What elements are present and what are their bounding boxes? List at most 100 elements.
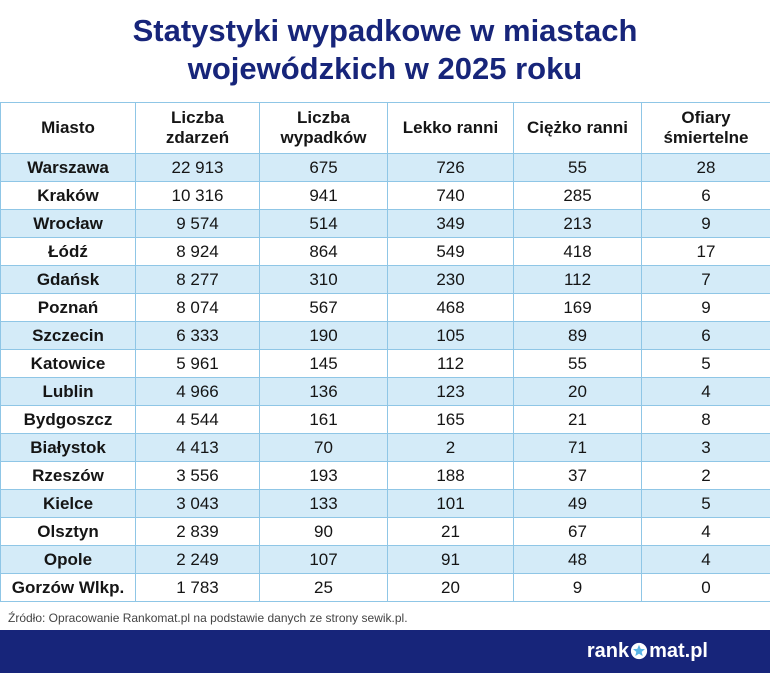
table-row: Wrocław 9 574 514 349 213 9 bbox=[0, 209, 770, 238]
table-row: Kraków 10 316 941 740 285 6 bbox=[0, 181, 770, 210]
cell-events: 4 966 bbox=[135, 377, 260, 406]
table-row: Katowice 5 961 145 112 55 5 bbox=[0, 349, 770, 378]
cell-accidents: 190 bbox=[259, 321, 388, 350]
header-accidents: Liczba wypadków bbox=[259, 102, 388, 154]
cell-serious-injured: 55 bbox=[513, 153, 642, 182]
cell-light-injured: 468 bbox=[387, 293, 514, 322]
cell-serious-injured: 285 bbox=[513, 181, 642, 210]
cell-serious-injured: 20 bbox=[513, 377, 642, 406]
cell-accidents: 107 bbox=[259, 545, 388, 574]
cell-fatalities: 4 bbox=[641, 545, 770, 574]
cell-fatalities: 6 bbox=[641, 321, 770, 350]
cell-light-injured: 188 bbox=[387, 461, 514, 490]
star-icon bbox=[630, 642, 648, 660]
header-fatalities: Ofiary śmiertelne bbox=[641, 102, 770, 154]
cell-light-injured: 740 bbox=[387, 181, 514, 210]
title-line-1: Statystyki wypadkowe w miastach bbox=[132, 13, 638, 48]
cell-light-injured: 230 bbox=[387, 265, 514, 294]
cell-city: Gdańsk bbox=[0, 265, 136, 294]
cell-events: 9 574 bbox=[135, 209, 260, 238]
cell-light-injured: 726 bbox=[387, 153, 514, 182]
header-events: Liczba zdarzeń bbox=[135, 102, 260, 154]
cell-events: 8 924 bbox=[135, 237, 260, 266]
cell-city: Katowice bbox=[0, 349, 136, 378]
cell-serious-injured: 169 bbox=[513, 293, 642, 322]
table-row: Bydgoszcz 4 544 161 165 21 8 bbox=[0, 405, 770, 434]
cell-serious-injured: 49 bbox=[513, 489, 642, 518]
cell-light-injured: 165 bbox=[387, 405, 514, 434]
rankomat-logo: rank mat.pl bbox=[587, 638, 708, 664]
cell-city: Lublin bbox=[0, 377, 136, 406]
cell-city: Wrocław bbox=[0, 209, 136, 238]
accident-stats-table: Miasto Liczba zdarzeń Liczba wypadków Lekko r… bbox=[0, 102, 770, 602]
cell-fatalities: 5 bbox=[641, 489, 770, 518]
cell-serious-injured: 418 bbox=[513, 237, 642, 266]
cell-light-injured: 349 bbox=[387, 209, 514, 238]
cell-accidents: 941 bbox=[259, 181, 388, 210]
table-row: Poznań 8 074 567 468 169 9 bbox=[0, 293, 770, 322]
header-serious-injured-line-1: Ciężko ranni bbox=[526, 118, 629, 137]
cell-city: Olsztyn bbox=[0, 517, 136, 546]
cell-accidents: 70 bbox=[259, 433, 388, 462]
cell-serious-injured: 9 bbox=[513, 573, 642, 602]
cell-serious-injured: 213 bbox=[513, 209, 642, 238]
cell-accidents: 193 bbox=[259, 461, 388, 490]
table-header: Miasto Liczba zdarzeń Liczba wypadków Lekko r… bbox=[0, 102, 770, 154]
cell-light-injured: 112 bbox=[387, 349, 514, 378]
footer-bar: rank mat.pl bbox=[0, 630, 770, 673]
source-note: Źródło: Opracowanie Rankomat.pl na podst… bbox=[8, 611, 408, 625]
cell-accidents: 310 bbox=[259, 265, 388, 294]
cell-city: Łódź bbox=[0, 237, 136, 266]
cell-fatalities: 4 bbox=[641, 377, 770, 406]
cell-events: 1 783 bbox=[135, 573, 260, 602]
cell-city: Białystok bbox=[0, 433, 136, 462]
logo-text-right: mat.pl bbox=[649, 640, 708, 662]
cell-light-injured: 91 bbox=[387, 545, 514, 574]
cell-serious-injured: 112 bbox=[513, 265, 642, 294]
table-row: Opole 2 249 107 91 48 4 bbox=[0, 545, 770, 574]
cell-accidents: 567 bbox=[259, 293, 388, 322]
table-body: Warszawa 22 913 675 726 55 28 Kraków 10 316 941 7… bbox=[0, 153, 770, 602]
table-row: Łódź 8 924 864 549 418 17 bbox=[0, 237, 770, 266]
cell-light-injured: 2 bbox=[387, 433, 514, 462]
cell-city: Poznań bbox=[0, 293, 136, 322]
cell-events: 3 556 bbox=[135, 461, 260, 490]
cell-accidents: 133 bbox=[259, 489, 388, 518]
header-serious-injured: Ciężko ranni bbox=[513, 102, 642, 154]
cell-events: 4 413 bbox=[135, 433, 260, 462]
cell-events: 2 249 bbox=[135, 545, 260, 574]
cell-city: Bydgoszcz bbox=[0, 405, 136, 434]
cell-light-injured: 101 bbox=[387, 489, 514, 518]
cell-fatalities: 9 bbox=[641, 209, 770, 238]
cell-accidents: 675 bbox=[259, 153, 388, 182]
cell-serious-injured: 55 bbox=[513, 349, 642, 378]
header-accidents-line-1: Liczba bbox=[297, 108, 350, 127]
header-city-line-1: Miasto bbox=[41, 118, 95, 137]
header-city: Miasto bbox=[0, 102, 136, 154]
cell-events: 8 277 bbox=[135, 265, 260, 294]
cell-events: 8 074 bbox=[135, 293, 260, 322]
cell-serious-injured: 21 bbox=[513, 405, 642, 434]
cell-city: Gorzów Wlkp. bbox=[0, 573, 136, 602]
page-title: Statystyki wypadkowe w miastach wojewódz… bbox=[0, 12, 770, 88]
cell-events: 6 333 bbox=[135, 321, 260, 350]
cell-accidents: 145 bbox=[259, 349, 388, 378]
cell-events: 22 913 bbox=[135, 153, 260, 182]
table-row: Warszawa 22 913 675 726 55 28 bbox=[0, 153, 770, 182]
cell-fatalities: 0 bbox=[641, 573, 770, 602]
table-row: Rzeszów 3 556 193 188 37 2 bbox=[0, 461, 770, 490]
cell-accidents: 161 bbox=[259, 405, 388, 434]
cell-accidents: 514 bbox=[259, 209, 388, 238]
header-events-line-2: zdarzeń bbox=[165, 128, 230, 147]
cell-city: Opole bbox=[0, 545, 136, 574]
cell-serious-injured: 67 bbox=[513, 517, 642, 546]
cell-events: 10 316 bbox=[135, 181, 260, 210]
header-events-line-1: Liczba bbox=[171, 108, 224, 127]
cell-fatalities: 3 bbox=[641, 433, 770, 462]
cell-fatalities: 4 bbox=[641, 517, 770, 546]
cell-fatalities: 2 bbox=[641, 461, 770, 490]
cell-events: 2 839 bbox=[135, 517, 260, 546]
cell-city: Szczecin bbox=[0, 321, 136, 350]
cell-serious-injured: 37 bbox=[513, 461, 642, 490]
cell-events: 4 544 bbox=[135, 405, 260, 434]
